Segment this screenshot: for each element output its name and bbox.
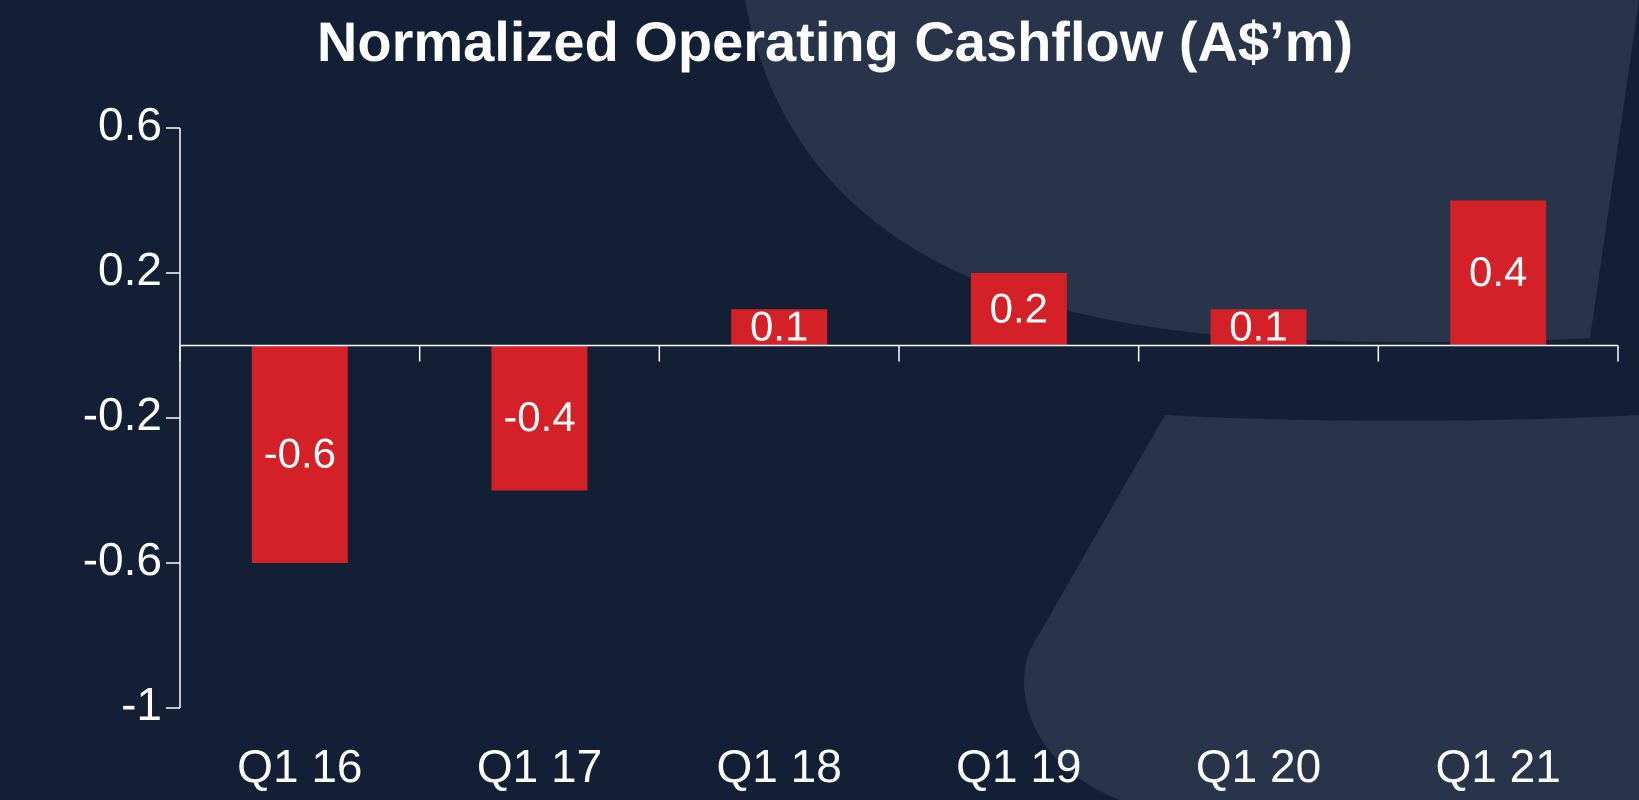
x-tick-label: Q1 18 (717, 740, 842, 792)
data-label: 0.1 (1229, 302, 1287, 349)
bar (251, 345, 348, 563)
data-label: 0.4 (1469, 248, 1527, 295)
background-shape (1024, 415, 1639, 800)
x-tick-label: Q1 19 (956, 740, 1081, 792)
x-tick-label: Q1 17 (477, 740, 602, 792)
x-tick-label: Q1 21 (1436, 740, 1561, 792)
data-label: -0.4 (503, 393, 575, 440)
y-tick-label: -0.2 (83, 388, 162, 440)
y-tick-label: -0.6 (83, 533, 162, 585)
bar (1210, 309, 1307, 346)
bar (731, 309, 828, 346)
background-shape (745, 0, 1639, 343)
data-label: -0.6 (264, 429, 336, 476)
bar (1450, 200, 1547, 346)
y-tick-label: 0.2 (98, 243, 162, 295)
data-label: 0.1 (750, 302, 808, 349)
y-tick-label: 0.6 (98, 98, 162, 150)
x-tick-label: Q1 16 (237, 740, 362, 792)
y-tick-label: -1 (121, 678, 162, 730)
data-label: 0.2 (990, 284, 1048, 331)
bar (970, 273, 1067, 346)
bar (491, 345, 588, 491)
chart-title: Normalized Operating Cashflow (A$’m) (317, 10, 1353, 73)
x-tick-label: Q1 20 (1196, 740, 1321, 792)
